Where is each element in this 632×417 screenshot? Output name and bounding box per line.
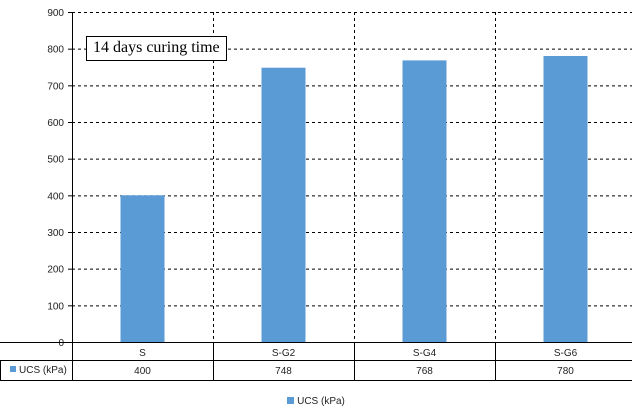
y-tick-label: 0 bbox=[58, 338, 64, 349]
curing-time-annotation: 14 days curing time bbox=[86, 36, 227, 61]
bar bbox=[261, 67, 306, 342]
y-tick-label: 600 bbox=[47, 118, 64, 129]
table-value: 780 bbox=[557, 366, 574, 377]
x-category-label: S-G6 bbox=[554, 348, 578, 359]
table-legend-swatch bbox=[10, 366, 16, 372]
y-tick-label: 400 bbox=[47, 191, 64, 202]
y-tick-label: 100 bbox=[47, 301, 64, 312]
legend-swatch bbox=[287, 397, 295, 404]
y-tick-label: 200 bbox=[47, 265, 64, 276]
x-category-label: S-G2 bbox=[272, 348, 296, 359]
table-value: 400 bbox=[134, 366, 151, 377]
table-value: 748 bbox=[275, 366, 292, 377]
bar bbox=[120, 195, 165, 342]
y-tick-label: 900 bbox=[47, 8, 64, 19]
bar bbox=[402, 60, 447, 343]
x-category-label: S bbox=[139, 348, 146, 359]
y-tick-label: 800 bbox=[47, 45, 64, 56]
table-series-label: UCS (kPa) bbox=[19, 365, 67, 376]
legend-label: UCS (kPa) bbox=[297, 396, 345, 407]
y-tick-label: 300 bbox=[47, 228, 64, 239]
y-tick-label: 700 bbox=[47, 81, 64, 92]
y-tick-label: 500 bbox=[47, 155, 64, 166]
legend: UCS (kPa) bbox=[0, 396, 632, 408]
x-category-label: S-G4 bbox=[413, 348, 437, 359]
table-value: 768 bbox=[416, 366, 433, 377]
bar bbox=[543, 56, 588, 342]
